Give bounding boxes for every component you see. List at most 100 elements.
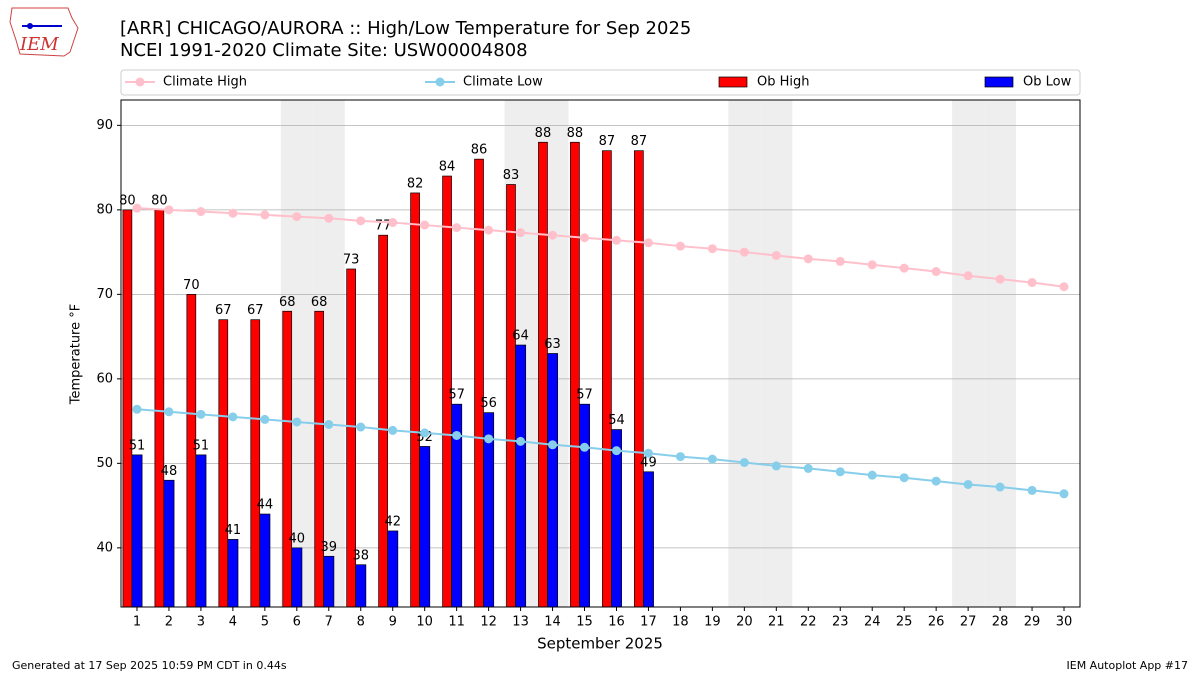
- bar: [602, 150, 612, 608]
- data-label: 80: [151, 193, 168, 208]
- line-marker: [548, 440, 558, 450]
- line-marker: [228, 208, 238, 218]
- line-marker: [771, 250, 781, 260]
- line-marker: [1027, 278, 1037, 288]
- x-tick-label: 24: [864, 615, 881, 630]
- logo-text: IEM: [19, 34, 59, 55]
- data-label: 88: [567, 126, 584, 141]
- data-label: 86: [471, 143, 488, 158]
- y-axis-label: Temperature °F: [69, 304, 84, 405]
- line-marker: [420, 220, 430, 230]
- line-marker: [707, 244, 717, 254]
- data-label: 87: [631, 134, 648, 149]
- x-tick-label: 4: [229, 615, 237, 630]
- line-marker: [611, 235, 621, 245]
- bar: [259, 513, 271, 608]
- bar: [163, 479, 175, 608]
- weekend-band: [728, 100, 761, 607]
- line-marker: [803, 463, 813, 473]
- legend-label: Climate High: [163, 75, 247, 90]
- data-label: 67: [215, 303, 232, 318]
- x-tick-label: 26: [928, 615, 945, 630]
- data-label: 88: [535, 126, 552, 141]
- x-tick-label: 27: [960, 615, 977, 630]
- x-tick-label: 21: [768, 615, 785, 630]
- weekend-band: [984, 100, 1017, 607]
- data-label: 83: [503, 168, 520, 183]
- bar: [474, 158, 484, 608]
- line-marker: [516, 228, 526, 238]
- data-label: 57: [448, 388, 465, 403]
- line-marker: [1027, 485, 1037, 495]
- bar: [634, 150, 644, 608]
- x-tick-label: 6: [293, 615, 301, 630]
- line-marker: [707, 454, 717, 464]
- weekend-band: [760, 100, 793, 607]
- x-tick-label: 15: [576, 615, 593, 630]
- line-marker: [580, 233, 590, 243]
- y-tick-label: 90: [96, 118, 113, 133]
- legend-label: Climate Low: [463, 75, 543, 90]
- data-label: 48: [161, 464, 178, 479]
- line-marker: [164, 407, 174, 417]
- bar: [218, 319, 229, 608]
- logo: IEM: [9, 7, 79, 57]
- x-tick-label: 20: [736, 615, 753, 630]
- line-marker: [132, 404, 142, 414]
- bar: [410, 192, 420, 608]
- line-marker: [1059, 282, 1069, 292]
- legend-marker: [435, 77, 445, 87]
- line-marker: [164, 205, 174, 215]
- bar: [515, 344, 527, 608]
- line-marker: [995, 274, 1005, 284]
- chart-title: [ARR] CHICAGO/AURORA :: High/Low Tempera…: [120, 18, 691, 39]
- line-marker: [867, 470, 877, 480]
- footer-right: IEM Autoplot App #17: [1067, 659, 1189, 672]
- line-marker: [675, 452, 685, 462]
- line-marker: [260, 210, 270, 220]
- line-marker: [1059, 489, 1069, 499]
- x-tick-label: 7: [325, 615, 333, 630]
- bar: [547, 353, 559, 608]
- line-marker: [995, 482, 1005, 492]
- bar: [154, 209, 165, 608]
- line-marker: [324, 213, 334, 223]
- legend-label: Ob High: [757, 75, 810, 90]
- data-label: 63: [544, 337, 561, 352]
- line: [136, 408, 1065, 495]
- x-tick-label: 12: [480, 615, 497, 630]
- x-tick-label: 22: [800, 615, 817, 630]
- line-marker: [420, 428, 430, 438]
- line-marker: [899, 473, 909, 483]
- data-label: 68: [311, 295, 328, 310]
- data-label: 73: [343, 253, 360, 268]
- line-marker: [484, 225, 494, 235]
- bar: [227, 539, 239, 608]
- data-label: 57: [576, 388, 593, 403]
- x-tick-label: 1: [133, 615, 141, 630]
- line-marker: [196, 409, 206, 419]
- line-marker: [899, 263, 909, 273]
- line-marker: [931, 476, 941, 486]
- x-tick-label: 28: [992, 615, 1009, 630]
- data-label: 49: [640, 455, 657, 470]
- data-label: 54: [608, 413, 625, 428]
- bar: [122, 209, 133, 608]
- bar: [378, 234, 388, 608]
- bar: [291, 547, 303, 608]
- data-label: 40: [289, 531, 306, 546]
- line-marker: [292, 212, 302, 222]
- y-tick-label: 50: [96, 456, 113, 471]
- footer-left: Generated at 17 Sep 2025 10:59 PM CDT in…: [12, 659, 287, 672]
- line-marker: [260, 414, 270, 424]
- line-marker: [356, 422, 366, 432]
- line-marker: [963, 271, 973, 281]
- data-label: 39: [321, 540, 338, 555]
- x-tick-label: 30: [1056, 615, 1073, 630]
- line-marker: [771, 461, 781, 471]
- line-marker: [132, 203, 142, 213]
- data-label: 67: [247, 303, 264, 318]
- data-label: 51: [129, 438, 146, 453]
- data-label: 51: [193, 438, 210, 453]
